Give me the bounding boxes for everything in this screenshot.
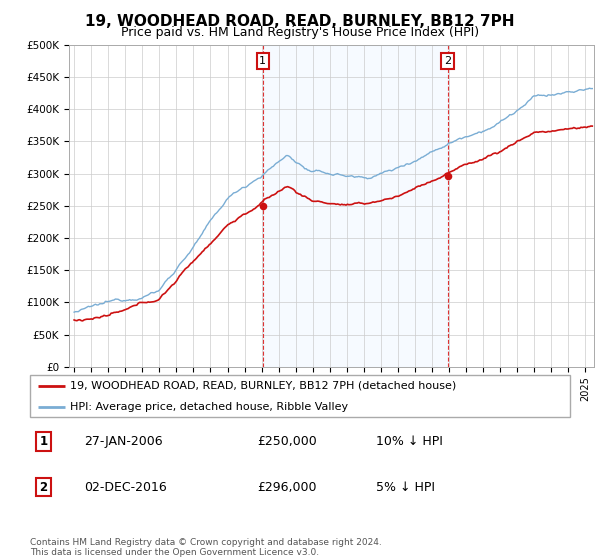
FancyBboxPatch shape xyxy=(30,375,570,417)
Text: 19, WOODHEAD ROAD, READ, BURNLEY, BB12 7PH (detached house): 19, WOODHEAD ROAD, READ, BURNLEY, BB12 7… xyxy=(71,381,457,391)
Point xyxy=(443,172,452,181)
Text: 02-DEC-2016: 02-DEC-2016 xyxy=(84,480,167,493)
Text: Price paid vs. HM Land Registry's House Price Index (HPI): Price paid vs. HM Land Registry's House … xyxy=(121,26,479,39)
Text: 1: 1 xyxy=(259,56,266,66)
Text: 1: 1 xyxy=(40,435,47,449)
Text: 5% ↓ HPI: 5% ↓ HPI xyxy=(376,480,434,493)
Text: HPI: Average price, detached house, Ribble Valley: HPI: Average price, detached house, Ribb… xyxy=(71,402,349,412)
Point xyxy=(258,202,268,211)
Bar xyxy=(263,45,448,367)
Text: 2: 2 xyxy=(40,480,47,493)
Text: £250,000: £250,000 xyxy=(257,435,317,449)
Text: 10% ↓ HPI: 10% ↓ HPI xyxy=(376,435,442,449)
Text: 19, WOODHEAD ROAD, READ, BURNLEY, BB12 7PH: 19, WOODHEAD ROAD, READ, BURNLEY, BB12 7… xyxy=(85,14,515,29)
Text: 2: 2 xyxy=(444,56,451,66)
Text: £296,000: £296,000 xyxy=(257,480,316,493)
Text: 27-JAN-2006: 27-JAN-2006 xyxy=(84,435,163,449)
Text: Contains HM Land Registry data © Crown copyright and database right 2024.
This d: Contains HM Land Registry data © Crown c… xyxy=(30,538,382,557)
